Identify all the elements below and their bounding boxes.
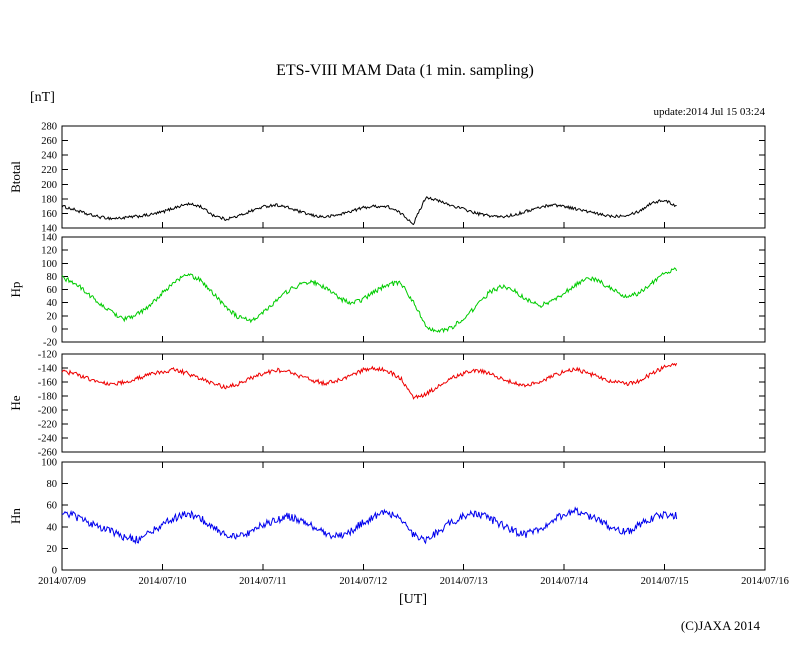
series-he-line (61, 362, 678, 400)
x-axis-label: [UT] (399, 592, 427, 607)
x-tick-label: 2014/07/16 (741, 576, 789, 587)
y-tick-label: 80 (47, 479, 58, 490)
y-unit-label: [nT] (30, 90, 55, 105)
y-tick-label: -120 (38, 350, 57, 361)
y-tick-label: 20 (47, 311, 58, 322)
x-tick-label: 2014/07/13 (440, 576, 488, 587)
y-tick-label: 20 (47, 544, 58, 555)
series-hp-line (61, 267, 678, 334)
panel-hn: 0 20 40 60 80 100 Hn (8, 458, 766, 577)
ylabel-btotal: Btotal (8, 161, 23, 193)
y-tick-label: 0 (52, 566, 57, 577)
copyright-label: (C)JAXA 2014 (680, 618, 760, 633)
y-tick-label: -180 (38, 392, 57, 403)
series-hn-line (61, 506, 678, 545)
x-tick-label: 2014/07/10 (139, 576, 187, 587)
y-tick-label: 100 (41, 458, 57, 469)
y-tick-label: 60 (47, 285, 58, 296)
panel-hp: -20 0 20 40 60 80 100 120 140 Hp (8, 233, 766, 349)
y-tick-label: 280 (41, 122, 57, 133)
y-tick-label: -200 (38, 406, 57, 417)
y-tick-label: 180 (41, 194, 57, 205)
y-tick-label: 0 (52, 324, 57, 335)
panel-btotal: 140 160 180 200 220 240 260 280 Btotal (8, 122, 766, 235)
update-timestamp: update:2014 Jul 15 03:24 (653, 106, 765, 118)
y-tick-label: 260 (41, 136, 57, 147)
y-tick-label: -20 (43, 338, 57, 349)
panel-border (61, 461, 766, 571)
ylabel-hp: Hp (8, 282, 23, 298)
y-tick-label: 100 (41, 259, 57, 270)
y-tick-label: 80 (47, 272, 58, 283)
ylabel-hn: Hn (8, 508, 23, 524)
panel-border (61, 125, 766, 229)
y-tick-label: -260 (38, 448, 57, 459)
y-tick-label: 120 (41, 246, 57, 257)
y-tick-label: 200 (41, 180, 57, 191)
x-tick-label: 2014/07/12 (339, 576, 387, 587)
chart-title: ETS-VIII MAM Data (1 min. sampling) (276, 62, 534, 79)
y-tick-label: 140 (41, 224, 57, 235)
panel-he: -260 -240 -220 -200 -180 -160 -140 -120 He (8, 350, 766, 459)
x-tick-label: 2014/07/11 (239, 576, 286, 587)
y-tick-label: 220 (41, 165, 57, 176)
x-tick-label: 2014/07/14 (540, 576, 589, 587)
y-tick-label: 60 (47, 501, 58, 512)
ylabel-he: He (8, 395, 23, 410)
y-tick-label: 140 (41, 233, 57, 244)
y-tick-label: 160 (41, 209, 57, 220)
y-tick-label: -140 (38, 364, 57, 375)
y-tick-label: -220 (38, 420, 57, 431)
y-tick-label: 240 (41, 151, 57, 162)
x-tick-label: 2014/07/09 (38, 576, 86, 587)
y-tick-label: 40 (47, 522, 58, 533)
series-btotal-line (61, 196, 677, 226)
panel-border (61, 353, 766, 453)
y-tick-label: -160 (38, 378, 57, 389)
y-tick-label: 40 (47, 298, 58, 309)
y-tick-label: -240 (38, 434, 57, 445)
x-tick-label: 2014/07/15 (641, 576, 689, 587)
